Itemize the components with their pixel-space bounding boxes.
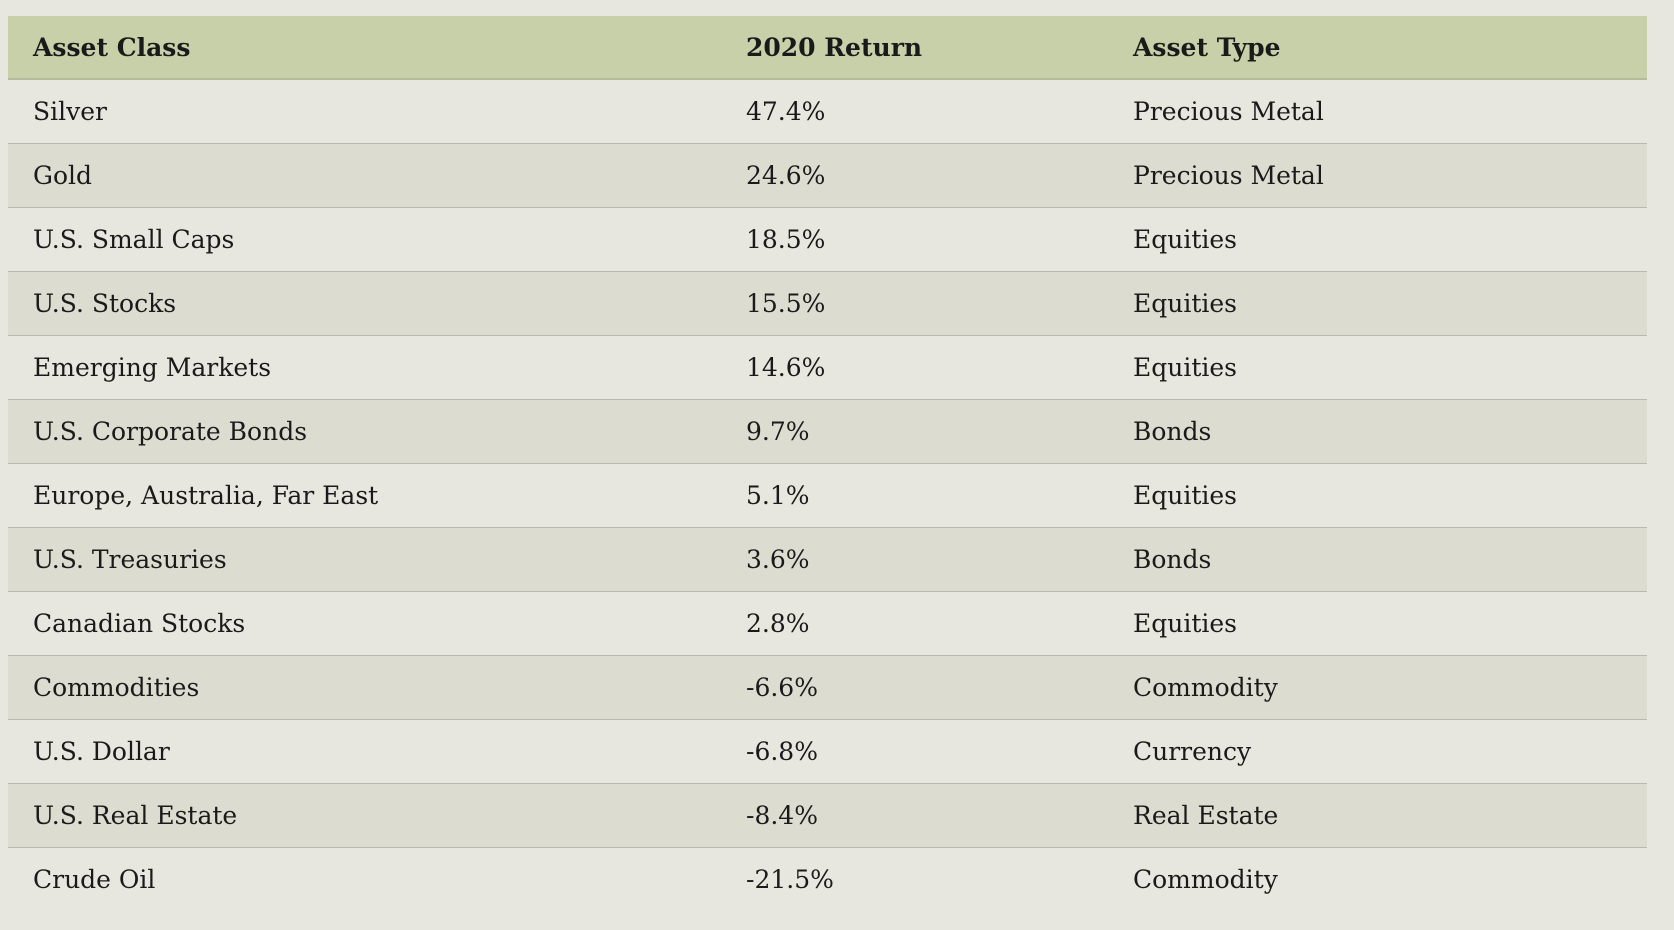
table-cell: Bonds xyxy=(1108,399,1647,464)
returns-table: Asset Class 2020 Return Asset Type Silver 4… xyxy=(8,16,1647,911)
header-cell: Asset Type xyxy=(1108,16,1647,80)
table-cell: -6.6% xyxy=(721,655,1108,720)
table-cell: -6.8% xyxy=(721,719,1108,784)
table-row: U.S. Corporate Bonds 9.7% Bonds xyxy=(8,399,1647,464)
header-cell: Asset Class xyxy=(8,16,721,80)
table-cell: Silver xyxy=(8,79,721,144)
table-row: Commodities -6.6% Commodity xyxy=(8,655,1647,720)
table-cell: 3.6% xyxy=(721,527,1108,592)
table-cell: 15.5% xyxy=(721,271,1108,336)
table-row: Silver 47.4% Precious Metal xyxy=(8,79,1647,144)
table-cell: U.S. Corporate Bonds xyxy=(8,399,721,464)
table-cell: -8.4% xyxy=(721,783,1108,848)
table-cell: Equities xyxy=(1108,463,1647,528)
table-cell: Crude Oil xyxy=(33,865,156,894)
table-row: Crude Oil -21.5% Commodity xyxy=(8,848,1647,912)
table-cell: U.S. Stocks xyxy=(8,271,721,336)
table-cell: U.S. Small Caps xyxy=(8,207,721,272)
table-cell: Precious Metal xyxy=(1108,143,1647,208)
table-container: Asset Class 2020 Return Asset Type Silver 4… xyxy=(8,16,1647,911)
table-cell: Equities xyxy=(1108,207,1647,272)
table-cell: 47.4% xyxy=(721,79,1108,144)
table-row: Gold 24.6% Precious Metal xyxy=(8,143,1647,208)
table-cell: Europe, Australia, Far East xyxy=(8,463,721,528)
table-row: Emerging Markets 14.6% Equities xyxy=(8,335,1647,400)
table-cell: 24.6% xyxy=(721,143,1108,208)
table-cell: Gold xyxy=(8,143,721,208)
table-cell: Real Estate xyxy=(1108,783,1647,848)
table-cell: U.S. Treasuries xyxy=(8,527,721,592)
table-cell: Bonds xyxy=(1108,527,1647,592)
table-cell: Equities xyxy=(1108,335,1647,400)
table-row: U.S. Stocks 15.5% Equities xyxy=(8,271,1647,336)
table-cell: -21.5% xyxy=(746,865,834,894)
header-cell: 2020 Return xyxy=(721,16,1108,80)
table-cell: U.S. Dollar xyxy=(8,719,721,784)
table-row: U.S. Treasuries 3.6% Bonds xyxy=(8,527,1647,592)
table-row: U.S. Dollar -6.8% Currency xyxy=(8,719,1647,784)
table-cell: Commodity xyxy=(1133,865,1278,894)
table-row: U.S. Small Caps 18.5% Equities xyxy=(8,207,1647,272)
table-cell: Emerging Markets xyxy=(8,335,721,400)
table-cell: Equities xyxy=(1108,271,1647,336)
table-cell: 2.8% xyxy=(721,591,1108,656)
table-cell: U.S. Real Estate xyxy=(8,783,721,848)
table-cell: Commodities xyxy=(8,655,721,720)
table-cell: 18.5% xyxy=(721,207,1108,272)
table-cell: 5.1% xyxy=(721,463,1108,528)
table-cell: 14.6% xyxy=(721,335,1108,400)
table-cell: Currency xyxy=(1108,719,1647,784)
header-row: Asset Class 2020 Return Asset Type xyxy=(8,16,1647,80)
table-cell: Precious Metal xyxy=(1108,79,1647,144)
table-cell: Canadian Stocks xyxy=(8,591,721,656)
table-cell: 9.7% xyxy=(721,399,1108,464)
table-cell: Equities xyxy=(1108,591,1647,656)
table-row: U.S. Real Estate -8.4% Real Estate xyxy=(8,783,1647,848)
table-row: Europe, Australia, Far East 5.1% Equities xyxy=(8,463,1647,528)
table-cell: Commodity xyxy=(1108,655,1647,720)
table-row: Canadian Stocks 2.8% Equities xyxy=(8,591,1647,656)
